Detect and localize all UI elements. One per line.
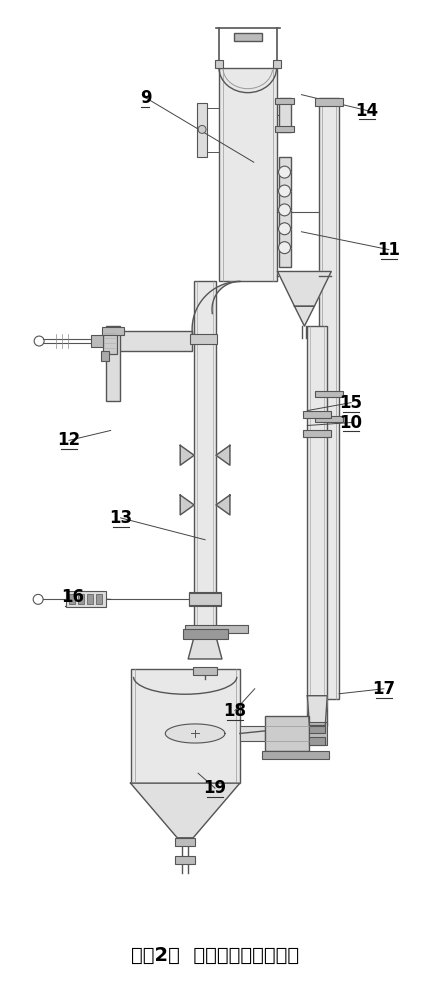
Circle shape — [279, 185, 291, 197]
Bar — [109, 331, 192, 351]
Bar — [307, 326, 327, 726]
Polygon shape — [216, 495, 230, 515]
Polygon shape — [188, 629, 222, 659]
Bar — [315, 416, 343, 422]
Bar — [304, 430, 331, 437]
Text: 12: 12 — [57, 431, 80, 449]
Bar — [315, 391, 343, 397]
Bar — [240, 726, 265, 741]
Bar — [279, 98, 291, 132]
Bar — [175, 856, 195, 864]
Text: 15: 15 — [340, 394, 362, 412]
Bar — [103, 328, 117, 354]
Bar — [189, 593, 221, 605]
Bar — [175, 838, 195, 846]
Text: 11: 11 — [378, 241, 400, 259]
Polygon shape — [278, 271, 331, 306]
Bar — [189, 592, 221, 606]
Text: 14: 14 — [356, 102, 378, 120]
Polygon shape — [216, 445, 230, 465]
Text: 18: 18 — [223, 702, 246, 720]
Polygon shape — [180, 495, 194, 515]
Polygon shape — [295, 306, 314, 326]
Bar — [197, 103, 207, 157]
Bar — [96, 594, 102, 604]
Bar — [273, 60, 280, 68]
Bar — [66, 591, 106, 607]
Bar — [275, 126, 295, 132]
Bar — [310, 726, 325, 733]
Polygon shape — [192, 281, 240, 337]
Bar — [275, 98, 295, 104]
Bar — [101, 351, 109, 361]
Bar — [183, 629, 228, 639]
Bar — [87, 594, 93, 604]
Bar — [69, 594, 75, 604]
Bar — [194, 281, 216, 629]
Circle shape — [279, 223, 291, 235]
Text: 16: 16 — [61, 588, 84, 606]
Polygon shape — [307, 696, 327, 726]
Circle shape — [198, 125, 206, 133]
Bar — [279, 157, 291, 267]
Bar — [131, 669, 240, 783]
Text: 19: 19 — [203, 779, 227, 797]
Text: 9: 9 — [140, 89, 151, 107]
Bar — [319, 98, 339, 699]
Bar — [262, 751, 329, 759]
Bar — [106, 326, 120, 401]
Polygon shape — [180, 445, 194, 465]
Polygon shape — [166, 724, 225, 743]
Text: 10: 10 — [340, 414, 362, 432]
Text: 附图2：  二效蒸发装置示意图: 附图2： 二效蒸发装置示意图 — [131, 946, 299, 965]
Bar — [78, 594, 84, 604]
Bar — [265, 716, 310, 751]
Circle shape — [279, 166, 291, 178]
Text: 13: 13 — [109, 509, 132, 527]
Polygon shape — [131, 783, 240, 838]
Circle shape — [279, 204, 291, 216]
Bar — [315, 98, 343, 106]
Bar — [234, 33, 262, 41]
Bar — [91, 335, 103, 347]
Circle shape — [279, 242, 291, 254]
Bar — [219, 68, 276, 281]
Bar — [310, 722, 327, 745]
Bar — [215, 60, 223, 68]
Text: 17: 17 — [372, 680, 396, 698]
Bar — [193, 667, 217, 675]
Bar — [310, 737, 325, 745]
Bar — [185, 625, 248, 633]
Bar — [102, 327, 123, 335]
Bar — [190, 334, 217, 344]
Bar — [304, 411, 331, 418]
